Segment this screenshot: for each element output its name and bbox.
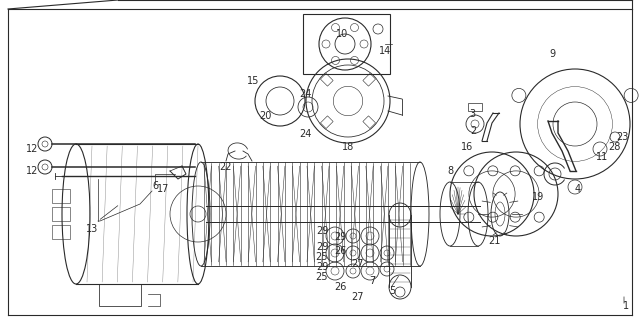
Text: 22: 22 — [219, 162, 231, 172]
Text: 17: 17 — [157, 184, 169, 194]
Text: 24: 24 — [299, 89, 311, 99]
Bar — [52, 207, 70, 221]
Text: 7: 7 — [369, 276, 375, 286]
Text: 8: 8 — [447, 166, 453, 176]
Text: 5: 5 — [389, 286, 395, 296]
Text: 16: 16 — [461, 142, 473, 152]
Text: 14: 14 — [379, 46, 391, 56]
Text: 11: 11 — [596, 152, 608, 162]
Bar — [321, 73, 333, 86]
Text: 25: 25 — [316, 272, 328, 282]
Text: 4: 4 — [575, 184, 581, 194]
Text: 12: 12 — [26, 166, 38, 176]
Text: 26: 26 — [334, 282, 346, 292]
Text: 10: 10 — [336, 29, 348, 39]
Text: 27: 27 — [351, 292, 364, 302]
Text: 21: 21 — [488, 236, 500, 246]
Text: 20: 20 — [259, 111, 271, 121]
Text: 29: 29 — [316, 242, 328, 252]
Text: 18: 18 — [342, 142, 354, 152]
Bar — [52, 189, 70, 203]
Bar — [363, 73, 376, 86]
Bar — [468, 103, 482, 111]
Text: 2: 2 — [470, 126, 476, 136]
Text: 27: 27 — [351, 259, 364, 269]
Text: 24: 24 — [299, 129, 311, 139]
Text: 29: 29 — [334, 232, 346, 242]
Text: 13: 13 — [86, 224, 98, 234]
Text: 28: 28 — [608, 142, 620, 152]
Text: 3: 3 — [469, 109, 475, 119]
Text: 1: 1 — [623, 301, 629, 311]
Text: 29: 29 — [316, 226, 328, 236]
Bar — [303, 14, 390, 74]
Text: 23: 23 — [616, 132, 628, 142]
Text: 15: 15 — [247, 76, 259, 86]
Text: 19: 19 — [532, 192, 544, 202]
Text: 25: 25 — [316, 252, 328, 262]
Text: 9: 9 — [549, 49, 555, 59]
Bar — [363, 116, 376, 129]
Bar — [52, 225, 70, 239]
Bar — [321, 116, 333, 129]
Text: 12: 12 — [26, 144, 38, 154]
Bar — [99, 284, 141, 306]
Text: 6: 6 — [152, 181, 158, 191]
Text: 29: 29 — [316, 262, 328, 272]
Text: 26: 26 — [334, 246, 346, 256]
